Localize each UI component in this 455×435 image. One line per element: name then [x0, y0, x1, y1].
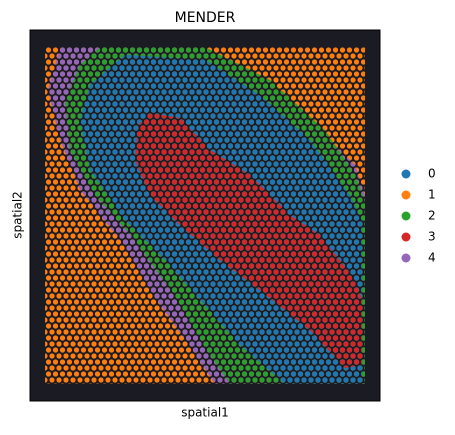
legend: 0 1 2 3 4 [401, 167, 436, 265]
legend-marker [401, 232, 411, 242]
plot-area [45, 47, 365, 384]
legend-marker [401, 169, 411, 179]
legend-label: 3 [428, 230, 436, 244]
legend-marker [401, 211, 411, 221]
y-axis-label: spatial2 [11, 191, 25, 239]
legend-label: 2 [428, 209, 436, 223]
chart-title: MENDER [175, 10, 236, 26]
cluster-region [135, 113, 363, 368]
legend-label: 4 [428, 251, 436, 265]
x-axis-label: spatial1 [181, 406, 229, 420]
legend-label: 1 [428, 188, 436, 202]
legend-label: 0 [428, 167, 436, 181]
legend-marker [401, 190, 411, 200]
axes-frame [29, 29, 381, 402]
legend-marker [401, 253, 411, 263]
